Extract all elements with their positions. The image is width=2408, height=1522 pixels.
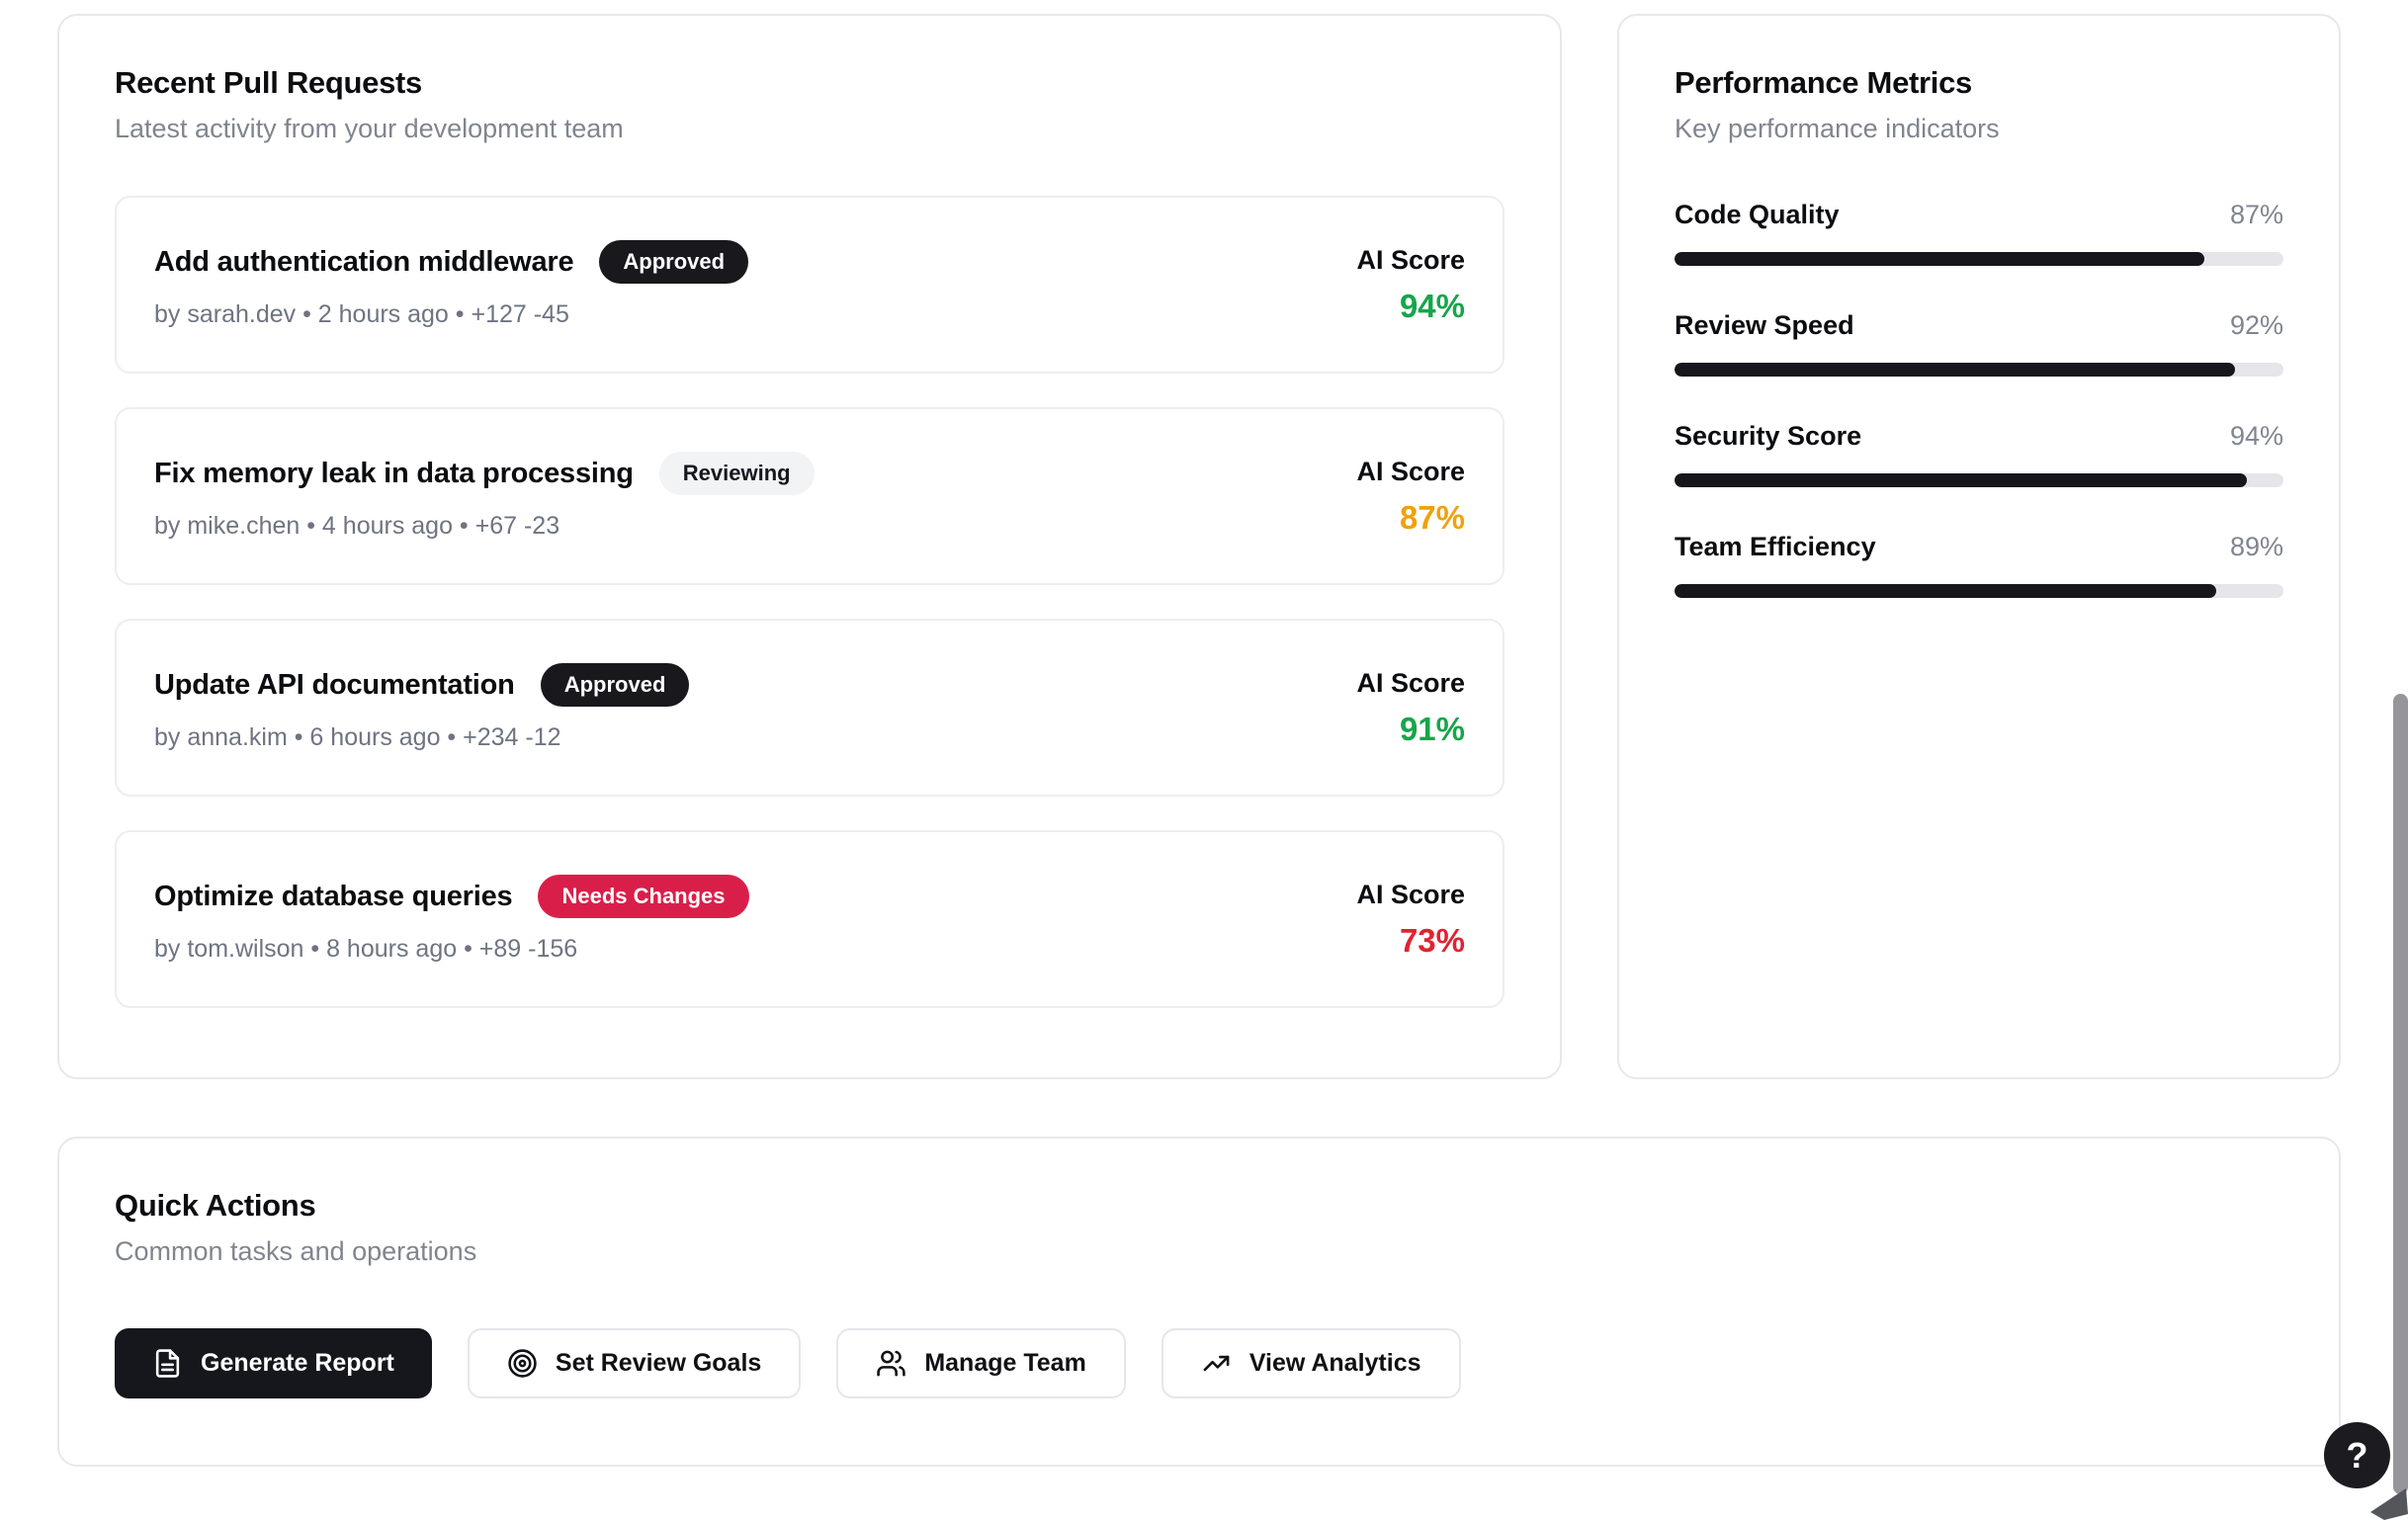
quick-actions-card: Quick Actions Common tasks and operation…: [57, 1137, 2341, 1467]
vertical-scrollbar-thumb[interactable]: [2393, 694, 2408, 1494]
progress-bar: [1675, 363, 2283, 377]
metric-value: 92%: [2229, 310, 2283, 340]
pull-request-item[interactable]: Optimize database queries Needs Changes …: [115, 830, 1505, 1008]
target-icon: [507, 1348, 538, 1379]
progress-bar: [1675, 473, 2283, 487]
ai-score-label: AI Score: [1356, 667, 1465, 698]
pr-title: Fix memory leak in data processing: [154, 457, 634, 489]
metrics-card-subtitle: Key performance indicators: [1675, 114, 2000, 143]
metric-value: 89%: [2229, 532, 2283, 561]
metric-list: Code Quality 87% Review Speed 92% Securi…: [1675, 200, 2283, 598]
pr-title: Update API documentation: [154, 668, 515, 701]
metric-value: 87%: [2229, 200, 2283, 229]
button-label: Generate Report: [201, 1349, 394, 1377]
ai-score-label: AI Score: [1356, 456, 1465, 486]
pr-status-badge: Reviewing: [658, 452, 815, 495]
pr-status-badge: Approved: [540, 663, 690, 707]
pull-request-item[interactable]: Fix memory leak in data processing Revie…: [115, 407, 1505, 585]
mouse-cursor-icon: [2370, 1488, 2408, 1520]
ai-score-label: AI Score: [1356, 244, 1465, 275]
pull-request-item[interactable]: Add authentication middleware Approved b…: [115, 196, 1505, 374]
pull-request-item[interactable]: Update API documentation Approved by ann…: [115, 619, 1505, 797]
performance-metrics-card: Performance Metrics Key performance indi…: [1617, 14, 2341, 1079]
progress-bar: [1675, 584, 2283, 598]
progress-bar: [1675, 252, 2283, 266]
metric-label: Security Score: [1675, 421, 1862, 451]
users-icon: [876, 1348, 906, 1379]
button-label: Set Review Goals: [555, 1349, 762, 1377]
metric-team-efficiency: Team Efficiency 89%: [1675, 532, 2283, 598]
manage-team-button[interactable]: Manage Team: [836, 1328, 1126, 1398]
metric-label: Code Quality: [1675, 200, 1840, 229]
file-text-icon: [152, 1348, 183, 1379]
view-analytics-button[interactable]: View Analytics: [1161, 1328, 1461, 1398]
recent-pull-requests-card: Recent Pull Requests Latest activity fro…: [57, 14, 1562, 1079]
ai-score-value: 94%: [1399, 287, 1465, 324]
pr-title: Add authentication middleware: [154, 245, 574, 278]
metric-security-score: Security Score 94%: [1675, 421, 2283, 487]
metric-label: Review Speed: [1675, 310, 1854, 340]
progress-bar-fill: [1675, 584, 2217, 598]
pr-title: Optimize database queries: [154, 880, 513, 912]
pr-list: Add authentication middleware Approved b…: [115, 196, 1505, 1008]
quick-actions-row: Generate Report Set Review Goals: [115, 1328, 2283, 1398]
set-review-goals-button[interactable]: Set Review Goals: [467, 1328, 802, 1398]
question-mark-icon: ?: [2346, 1434, 2368, 1476]
metric-review-speed: Review Speed 92%: [1675, 310, 2283, 377]
metric-code-quality: Code Quality 87%: [1675, 200, 2283, 266]
metric-label: Team Efficiency: [1675, 532, 1876, 561]
pr-card-subtitle: Latest activity from your development te…: [115, 114, 624, 143]
metrics-card-title: Performance Metrics: [1675, 65, 1972, 100]
ai-score-value: 91%: [1399, 710, 1465, 747]
trending-up-icon: [1201, 1348, 1232, 1379]
pr-byline: by anna.kim • 6 hours ago • +234 -12: [154, 723, 561, 751]
pr-status-badge: Approved: [599, 240, 749, 284]
button-label: Manage Team: [924, 1349, 1086, 1377]
pr-status-badge: Needs Changes: [538, 875, 749, 918]
progress-bar-fill: [1675, 363, 2235, 377]
metric-value: 94%: [2229, 421, 2283, 451]
quick-actions-subtitle: Common tasks and operations: [115, 1236, 477, 1266]
ai-score-value: 73%: [1399, 921, 1465, 959]
pr-byline: by sarah.dev • 2 hours ago • +127 -45: [154, 300, 569, 328]
quick-actions-title: Quick Actions: [115, 1188, 316, 1223]
ai-score-value: 87%: [1399, 498, 1465, 536]
help-button[interactable]: ?: [2324, 1422, 2390, 1488]
pr-byline: by tom.wilson • 8 hours ago • +89 -156: [154, 935, 578, 963]
pr-byline: by mike.chen • 4 hours ago • +67 -23: [154, 512, 560, 540]
button-label: View Analytics: [1248, 1349, 1421, 1377]
progress-bar-fill: [1675, 252, 2204, 266]
pr-card-title: Recent Pull Requests: [115, 65, 422, 100]
progress-bar-fill: [1675, 473, 2248, 487]
generate-report-button[interactable]: Generate Report: [115, 1328, 432, 1398]
ai-score-label: AI Score: [1356, 879, 1465, 909]
